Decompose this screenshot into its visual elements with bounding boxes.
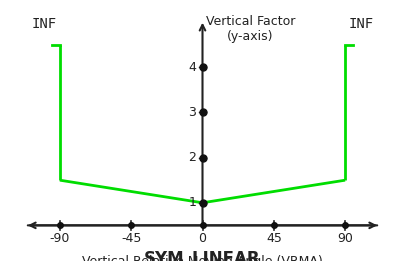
Text: 4: 4 xyxy=(188,61,196,74)
Text: SYM_LINEAR: SYM_LINEAR xyxy=(144,250,261,261)
Text: Vertical Relative Moving Angle (VRMA): Vertical Relative Moving Angle (VRMA) xyxy=(82,255,323,261)
Text: INF: INF xyxy=(32,17,57,31)
Text: INF: INF xyxy=(348,17,373,31)
Text: 2: 2 xyxy=(188,151,196,164)
Text: 3: 3 xyxy=(188,106,196,119)
Text: -90: -90 xyxy=(50,232,70,245)
Text: 90: 90 xyxy=(337,232,353,245)
Text: Vertical Factor
(y-axis): Vertical Factor (y-axis) xyxy=(206,15,295,43)
Text: 45: 45 xyxy=(266,232,282,245)
Text: -45: -45 xyxy=(121,232,141,245)
Text: 1: 1 xyxy=(188,196,196,209)
Text: 0: 0 xyxy=(198,232,207,245)
